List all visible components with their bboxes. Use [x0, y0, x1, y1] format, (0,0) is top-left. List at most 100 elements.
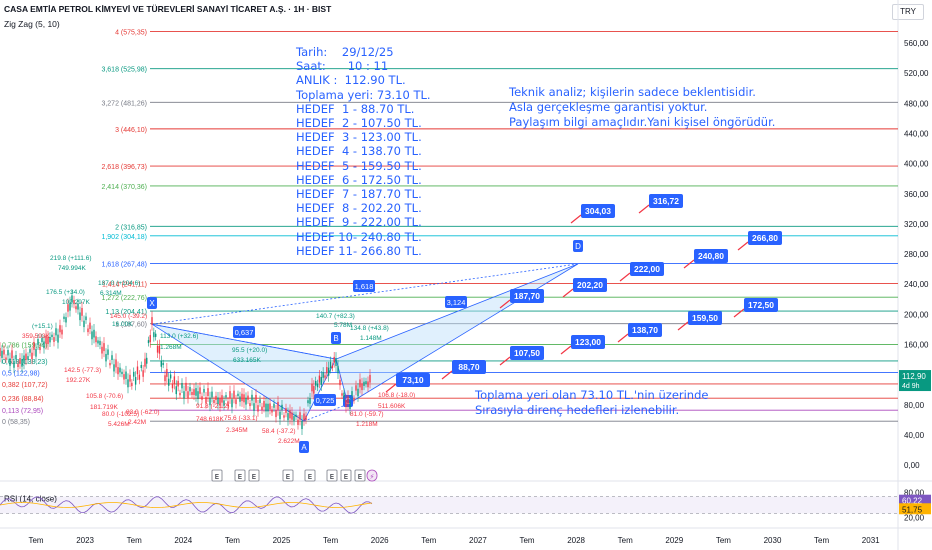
candle-body: [13, 360, 15, 368]
candle-body: [129, 374, 131, 382]
currency-button[interactable]: TRY: [892, 4, 924, 20]
zigzag-label: 511.606K: [378, 403, 406, 410]
candle-body: [353, 398, 355, 401]
time-tick-label: 2026: [371, 536, 389, 545]
target-arrow: [638, 204, 650, 214]
last-price-tag: 112,90 4d 9h: [899, 370, 931, 392]
candle-body: [127, 379, 129, 388]
event-marker-label: E: [286, 473, 290, 481]
target-arrow: [385, 383, 397, 393]
time-tick-label: Tem: [716, 536, 731, 545]
fib-level-label: 0,236 (88,84): [2, 396, 44, 403]
last-price-countdown: 4d 9h: [902, 383, 920, 390]
target-label: 266,80: [752, 233, 778, 243]
event-marker-label: E: [308, 473, 312, 481]
disclaimer-note: Teknik analiz; kişilerin sadece beklenti…: [509, 85, 776, 129]
event-marker-box: [234, 469, 246, 482]
zigzag-label: 749.994K: [58, 265, 86, 272]
time-tick-label: Tem: [618, 536, 633, 545]
candle-body: [291, 412, 293, 420]
zigzag-indicator-label[interactable]: Zig Zag (5, 10): [4, 19, 60, 29]
zigzag-label: 1.268M: [160, 344, 182, 351]
candle-body: [109, 362, 111, 366]
harmonic-xb-line: [151, 323, 337, 360]
fib-level-label: 0,786 (159,94): [2, 343, 48, 350]
candle-body: [263, 400, 265, 408]
candle-body: [187, 391, 189, 399]
price-tick-label: 440,00: [904, 129, 929, 138]
candle-body: [21, 358, 23, 367]
time-tick-label: 2030: [764, 536, 782, 545]
rsi-band: [0, 496, 898, 514]
zigzag-label: 1.218M: [356, 421, 378, 428]
event-marker-box: [304, 469, 316, 482]
candle-body: [149, 335, 151, 343]
target-box: [630, 262, 664, 276]
candle-body: [337, 365, 339, 374]
candle-body: [134, 377, 137, 385]
candle-body: [91, 331, 93, 340]
candle-body: [57, 334, 59, 343]
target-box: [748, 231, 782, 245]
rsi-tick-label: 20,00: [904, 514, 925, 523]
harmonic-point-label: B: [333, 334, 338, 343]
zigzag-label: 5.426M: [108, 421, 130, 428]
candle-body: [327, 367, 330, 376]
candle-body: [324, 375, 326, 378]
price-axis: 560,00 520,00 480,00 440,00 400,00 360,00 320,…: [904, 39, 929, 470]
price-tick-label: 200,00: [904, 310, 929, 319]
candle-body: [15, 355, 17, 360]
summary-note: Toplama yeri olan 73.10 TL.'nin üzerinde…: [475, 388, 709, 417]
candle-body: [273, 403, 275, 408]
candle-body: [33, 341, 35, 350]
candle-body: [369, 374, 371, 383]
event-marker-box: [326, 469, 338, 482]
target-arrow: [733, 308, 745, 318]
zigzag-label: 2.42M: [128, 419, 146, 426]
candle-body: [217, 397, 219, 405]
target-box: [510, 346, 544, 360]
time-tick-label: Tem: [127, 536, 142, 545]
candle-body: [229, 391, 231, 399]
candle-body: [367, 381, 369, 388]
candle-body: [25, 353, 27, 360]
candle-body: [335, 358, 337, 367]
target-label: 240,80: [698, 251, 724, 261]
candle-body: [241, 393, 243, 402]
fib-level-label: 1,13 (204,41): [105, 309, 147, 316]
candle-body: [107, 349, 109, 355]
zigzag-label: 105.8 (-70.6): [86, 393, 123, 400]
candle-body: [341, 393, 343, 396]
zigzag-label: 6.314M: [100, 290, 122, 297]
target-arrow: [737, 241, 749, 251]
price-tick-label: 520,00: [904, 69, 929, 78]
rsi-ma-line: [0, 502, 373, 508]
candle-body: [307, 400, 309, 404]
candle-body: [9, 358, 11, 366]
candle-body: [326, 367, 328, 374]
candle-body: [316, 383, 319, 388]
candle-body: [285, 408, 287, 413]
harmonic-point-marker: [331, 332, 341, 344]
target-box: [581, 204, 615, 218]
harmonic-ratio-label: 0,637: [235, 328, 254, 337]
candle-body: [67, 304, 69, 312]
zigzag-label: (+15.1): [32, 323, 53, 330]
candle-body: [359, 379, 361, 388]
candle-body: [303, 413, 305, 421]
candle-body: [79, 312, 81, 321]
fib-level-label: 4 (575,35): [115, 29, 147, 36]
time-tick-label: 2028: [567, 536, 585, 545]
candle-body: [351, 391, 353, 396]
candle-body: [261, 406, 263, 411]
zigzag-label: 95.5 (+20.0): [232, 347, 267, 354]
candle-body: [7, 350, 9, 356]
harmonic-point-marker: [573, 240, 583, 252]
candle-body: [309, 397, 311, 404]
target-arrow: [499, 299, 511, 309]
fib-level-label: 0,113 (72,95): [2, 408, 43, 415]
harmonic-point-marker: [299, 441, 309, 453]
zigzag-label: 113.0 (+32.6): [160, 333, 198, 340]
fib-level-label: 2 (316,85): [115, 224, 147, 231]
